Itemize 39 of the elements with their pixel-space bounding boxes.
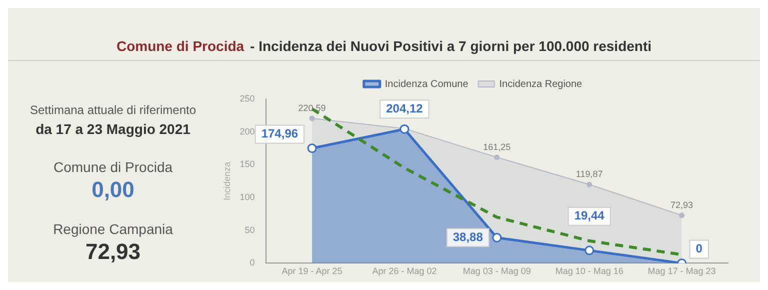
point bbox=[679, 212, 685, 218]
point bbox=[309, 116, 315, 122]
x-tick-label: Apr 26 - Mag 02 bbox=[372, 266, 437, 276]
data-label: 19,44 bbox=[574, 208, 605, 223]
chart-subtitle: - Incidenza dei Nuovi Positivi a 7 giorni per 100.000 residenti bbox=[250, 38, 652, 54]
point bbox=[584, 246, 594, 256]
text: 72,93 bbox=[84, 239, 142, 265]
legend-label: Incidenza Regione bbox=[499, 78, 583, 90]
data-label: 0 bbox=[696, 242, 703, 256]
data-label: 38,88 bbox=[452, 230, 484, 244]
x-tick-label: Mag 17 - Mag 23 bbox=[648, 266, 716, 276]
chart-title: Comune di Procida bbox=[116, 38, 244, 54]
data-label: 204,12 bbox=[386, 101, 424, 116]
x-tick-label: Mag 10 - Mag 16 bbox=[555, 266, 624, 276]
y-tick-label: 200 bbox=[240, 126, 255, 136]
point bbox=[494, 154, 500, 160]
point bbox=[400, 124, 410, 134]
data-label: 72,93 bbox=[670, 200, 694, 210]
text: 0,00 bbox=[90, 177, 136, 203]
legend-label: Incidenza Comune bbox=[384, 78, 469, 90]
text: da 17 a 23 Maggio 2021 bbox=[34, 121, 192, 137]
y-tick-label: 0 bbox=[250, 258, 255, 268]
data-label: 161,25 bbox=[483, 142, 511, 152]
data-label: 174,96 bbox=[261, 126, 298, 141]
x-tick-label: Apr 19 - Apr 25 bbox=[282, 266, 342, 276]
text: Comune di Procida bbox=[52, 159, 174, 175]
x-tick-label: Mag 03 - Mag 09 bbox=[462, 266, 531, 276]
point bbox=[492, 232, 502, 242]
y-tick-label: 50 bbox=[244, 224, 255, 235]
point bbox=[307, 144, 317, 154]
y-tick-label: 150 bbox=[240, 159, 255, 170]
text: Settimana attuale di riferimento bbox=[28, 103, 198, 117]
point bbox=[586, 182, 592, 188]
data-label: 220,59 bbox=[298, 102, 326, 113]
y-tick-label: 100 bbox=[240, 192, 255, 202]
text: Regione Campania bbox=[52, 221, 174, 237]
y-axis-title: Incidenza bbox=[222, 162, 232, 200]
y-tick-label: 250 bbox=[240, 93, 255, 104]
data-label: 119,87 bbox=[576, 168, 603, 179]
